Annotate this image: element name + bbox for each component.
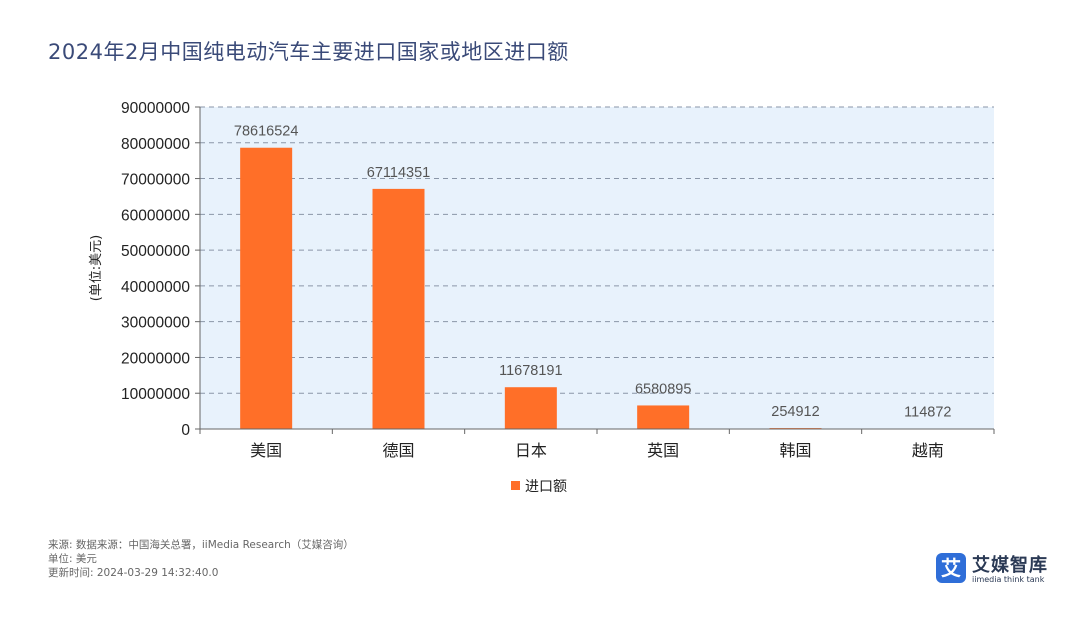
y-tick-label: 10000000	[121, 386, 190, 403]
bar	[372, 188, 425, 429]
data-label: 78616524	[234, 124, 299, 140]
unit-note: 单位: 美元	[48, 553, 97, 565]
x-tick-label: 美国	[250, 441, 282, 460]
y-tick-label: 60000000	[121, 207, 190, 224]
brand-logo: 艾 艾媒智库 iimedia think tank	[936, 551, 1048, 587]
grid-lines	[200, 106, 994, 394]
y-tick-label: 80000000	[121, 136, 190, 153]
bars	[240, 147, 954, 430]
legend: 进口额	[511, 479, 567, 495]
legend-label: 进口额	[525, 479, 567, 495]
y-tick-label: 70000000	[121, 172, 190, 189]
data-label: 114872	[904, 405, 951, 421]
y-tick-label: 0	[181, 422, 190, 439]
data-label: 11678191	[499, 363, 562, 379]
y-tick-labels: 0 10000000 20000000 30000000 40000000 5000000…	[121, 100, 200, 439]
x-tick-label: 越南	[912, 441, 944, 460]
y-axis-label: (单位:美元)	[89, 235, 104, 302]
data-labels: 78616524 67114351 11678191 6580895 254912 114…	[234, 124, 952, 421]
source-note: 来源: 数据来源：中国海关总署，iiMedia Research（艾媒咨询）	[48, 539, 354, 551]
y-tick-label: 20000000	[121, 350, 190, 367]
logo-badge-icon: 艾	[936, 553, 966, 583]
x-tick-labels: 美国 德国 日本 英国 韩国 越南	[199, 429, 995, 460]
y-tick-label: 30000000	[121, 315, 190, 332]
logo-subtitle: iimedia think tank	[972, 575, 1045, 584]
bar	[240, 147, 293, 430]
y-tick-label: 90000000	[121, 100, 190, 117]
data-label: 254912	[771, 404, 819, 420]
page-title: 2024年2月中国纯电动汽车主要进口国家或地区进口额	[48, 40, 569, 64]
x-tick-label: 德国	[382, 441, 414, 460]
data-label: 6580895	[635, 381, 691, 397]
updated-note: 更新时间: 2024-03-29 14:32:40.0	[48, 567, 219, 579]
x-tick-label: 英国	[647, 441, 679, 460]
x-tick-label: 韩国	[779, 441, 811, 460]
bar	[637, 405, 690, 429]
footer: 来源: 数据来源：中国海关总署，iiMedia Research（艾媒咨询） 单…	[48, 538, 358, 580]
x-tick-label: 日本	[515, 441, 547, 460]
y-tick-label: 50000000	[121, 243, 190, 260]
data-label: 67114351	[367, 165, 430, 181]
bar	[504, 387, 557, 429]
legend-swatch	[511, 481, 520, 490]
plot-background	[200, 107, 994, 429]
y-tick-label: 40000000	[121, 279, 190, 296]
logo-name: 艾媒智库	[972, 555, 1048, 576]
